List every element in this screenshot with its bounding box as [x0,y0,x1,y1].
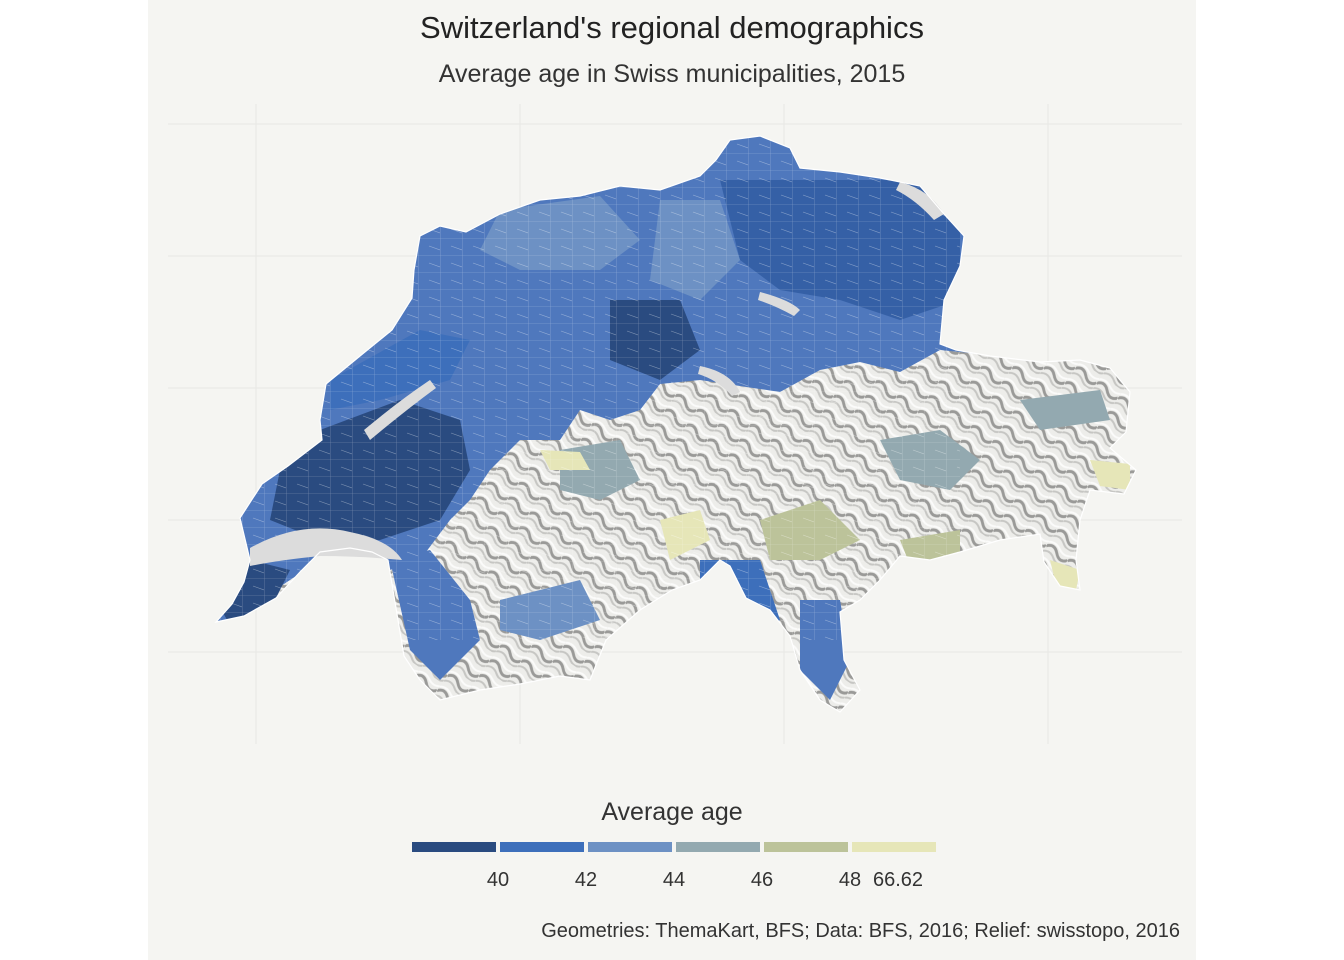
lake-constance [896,182,944,220]
legend-swatch [764,842,848,852]
legend-swatch [588,842,672,852]
map-subtitle: Average age in Swiss municipalities, 201… [438,60,906,88]
legend-title: Average age [601,798,743,826]
map-title: Switzerland's regional demographics [420,10,924,45]
legend-label: 48 [838,869,862,891]
legend-swatch [676,842,760,852]
municipality-borders [216,136,960,640]
lake-lucerne [698,366,740,396]
legend-label: 44 [662,869,686,891]
legend-label: 42 [574,869,598,891]
lake-neuchatel [364,380,436,440]
legend-label: 46 [750,869,774,891]
switzerland[interactable] [200,120,1160,720]
legend-swatch [500,842,584,852]
valley-5[interactable] [1090,460,1130,490]
lake-zurich [758,292,800,316]
legend-label: 40 [486,869,510,891]
valley-6[interactable] [1020,390,1110,430]
legend-swatch [852,842,936,852]
legend-swatch [412,842,496,852]
caption: Geometries: ThemaKart, BFS; Data: BFS, 2… [541,920,1180,942]
lakes [250,182,944,566]
legend-label: 66.62 [872,869,924,891]
lake-geneva [250,528,402,566]
